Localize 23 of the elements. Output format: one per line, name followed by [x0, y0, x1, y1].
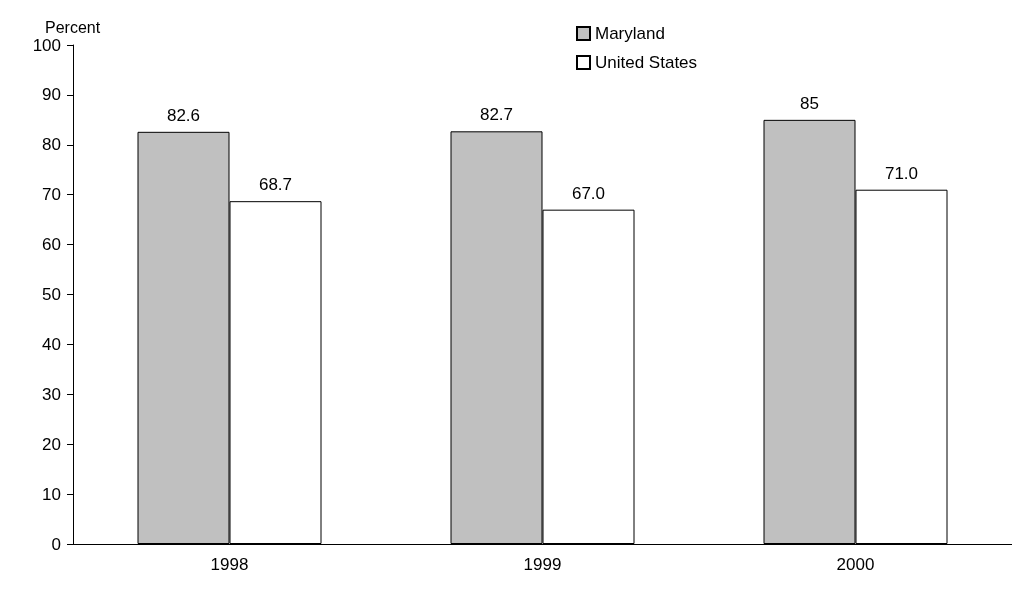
data-label: 82.7 — [479, 105, 514, 125]
y-tick-label: 40 — [42, 334, 61, 354]
x-tick-label: 1998 — [210, 555, 249, 574]
y-tick-label: 60 — [42, 235, 61, 255]
y-tick-label: 0 — [51, 534, 61, 554]
y-tick-label: 50 — [42, 285, 61, 304]
data-label: 82.6 — [166, 105, 201, 125]
x-tick-label: 2000 — [836, 555, 875, 574]
y-axis-title: Percent — [45, 18, 101, 36]
legend-label: United States — [595, 53, 698, 72]
data-label: 71.0 — [884, 163, 919, 183]
y-tick-label: 10 — [42, 484, 61, 504]
y-tick-label: 90 — [42, 85, 61, 105]
legend-label: Maryland — [595, 24, 665, 43]
y-tick-label: 100 — [32, 35, 61, 55]
data-label: 67.0 — [571, 183, 606, 203]
y-tick-label: 70 — [42, 185, 61, 205]
y-tick-label: 80 — [42, 135, 61, 155]
x-tick-label: 1999 — [523, 555, 562, 574]
data-label: 68.7 — [258, 175, 293, 195]
data-label: 85 — [800, 93, 819, 113]
y-tick-label: 30 — [42, 384, 61, 404]
y-tick-label: 20 — [42, 434, 61, 454]
